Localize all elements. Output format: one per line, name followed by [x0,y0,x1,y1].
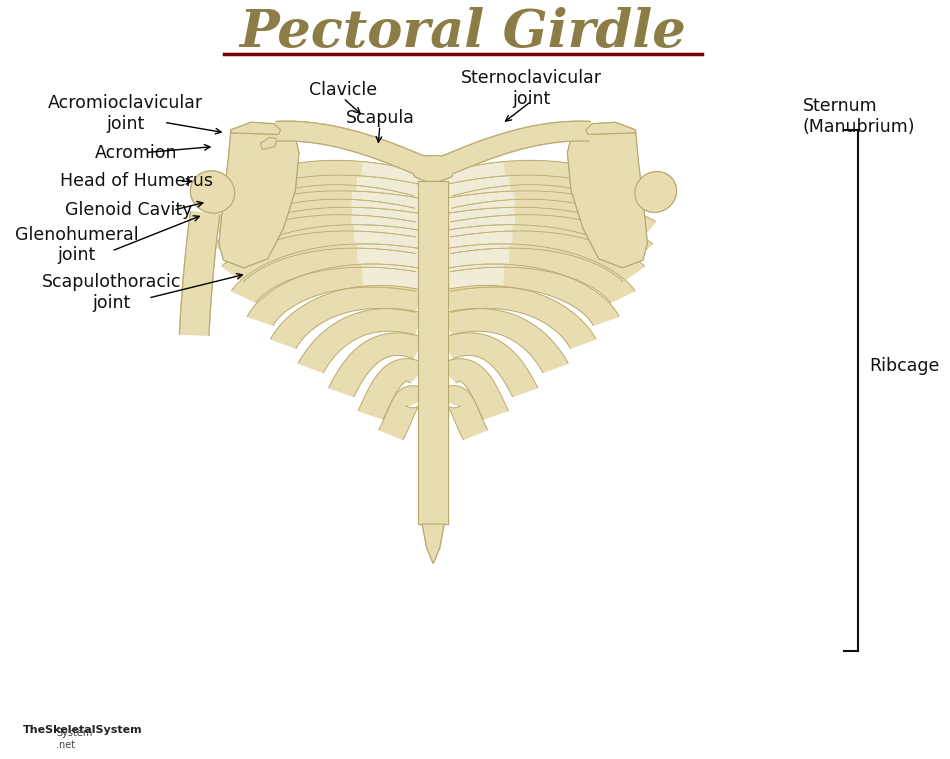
Text: Acromion: Acromion [95,143,178,162]
Polygon shape [446,225,512,254]
Polygon shape [354,225,421,254]
Polygon shape [586,122,636,134]
Polygon shape [363,264,422,291]
Polygon shape [247,264,422,326]
Polygon shape [379,386,430,439]
Ellipse shape [635,172,676,213]
Polygon shape [445,191,515,222]
Polygon shape [444,308,568,373]
Text: Glenoid Cavity: Glenoid Cavity [66,201,193,219]
Polygon shape [445,264,504,291]
Polygon shape [440,359,508,419]
Polygon shape [567,128,647,268]
Polygon shape [180,212,219,335]
Polygon shape [218,175,422,222]
Polygon shape [260,137,276,150]
Polygon shape [446,207,515,237]
Polygon shape [445,285,596,348]
Polygon shape [180,212,219,335]
Polygon shape [271,285,422,348]
Polygon shape [444,162,506,196]
Polygon shape [219,128,299,268]
Polygon shape [232,244,421,302]
Polygon shape [436,386,487,439]
Polygon shape [276,121,424,174]
Ellipse shape [635,172,676,213]
Polygon shape [276,121,424,174]
Polygon shape [411,156,455,181]
Polygon shape [443,333,538,396]
Ellipse shape [190,171,235,213]
Polygon shape [446,244,509,272]
Polygon shape [443,121,590,174]
Polygon shape [356,176,422,208]
Text: TheSkeletalSystem: TheSkeletalSystem [23,725,142,735]
Polygon shape [444,160,640,203]
Text: Scapulothoracic
joint: Scapulothoracic joint [42,273,181,312]
Text: Acromioclavicular
joint: Acromioclavicular joint [48,94,202,133]
Polygon shape [360,162,423,196]
Polygon shape [419,181,447,524]
Polygon shape [358,359,427,419]
Text: Glenohumeral
joint: Glenohumeral joint [14,225,139,264]
Polygon shape [446,225,644,282]
Ellipse shape [190,171,235,213]
Polygon shape [329,333,424,396]
Polygon shape [422,524,445,563]
Polygon shape [226,160,423,203]
Polygon shape [211,191,422,241]
Polygon shape [445,191,656,241]
Polygon shape [419,181,447,524]
Polygon shape [411,156,455,181]
Polygon shape [352,191,422,222]
Polygon shape [445,264,619,326]
Polygon shape [222,225,421,282]
Polygon shape [446,207,653,261]
Polygon shape [445,176,510,208]
Polygon shape [567,128,647,268]
Text: Sternum
(Manubrium): Sternum (Manubrium) [803,97,915,136]
Text: Sternoclavicular
joint: Sternoclavicular joint [461,69,602,108]
Text: Scapula: Scapula [346,109,414,128]
Polygon shape [219,128,299,268]
Polygon shape [298,308,423,373]
Polygon shape [231,122,280,134]
Polygon shape [422,524,445,563]
Polygon shape [446,244,635,302]
Polygon shape [357,244,421,272]
Text: Head of Humerus: Head of Humerus [60,172,213,191]
Polygon shape [586,122,636,134]
Polygon shape [443,121,590,174]
Text: Ribcage: Ribcage [869,357,940,376]
Polygon shape [214,207,421,261]
Text: Pectoral Girdle: Pectoral Girdle [239,8,686,58]
Polygon shape [445,175,649,222]
Text: Clavicle: Clavicle [309,81,377,99]
Polygon shape [231,122,280,134]
Polygon shape [352,207,421,237]
Text: System
.net: System .net [56,729,92,750]
